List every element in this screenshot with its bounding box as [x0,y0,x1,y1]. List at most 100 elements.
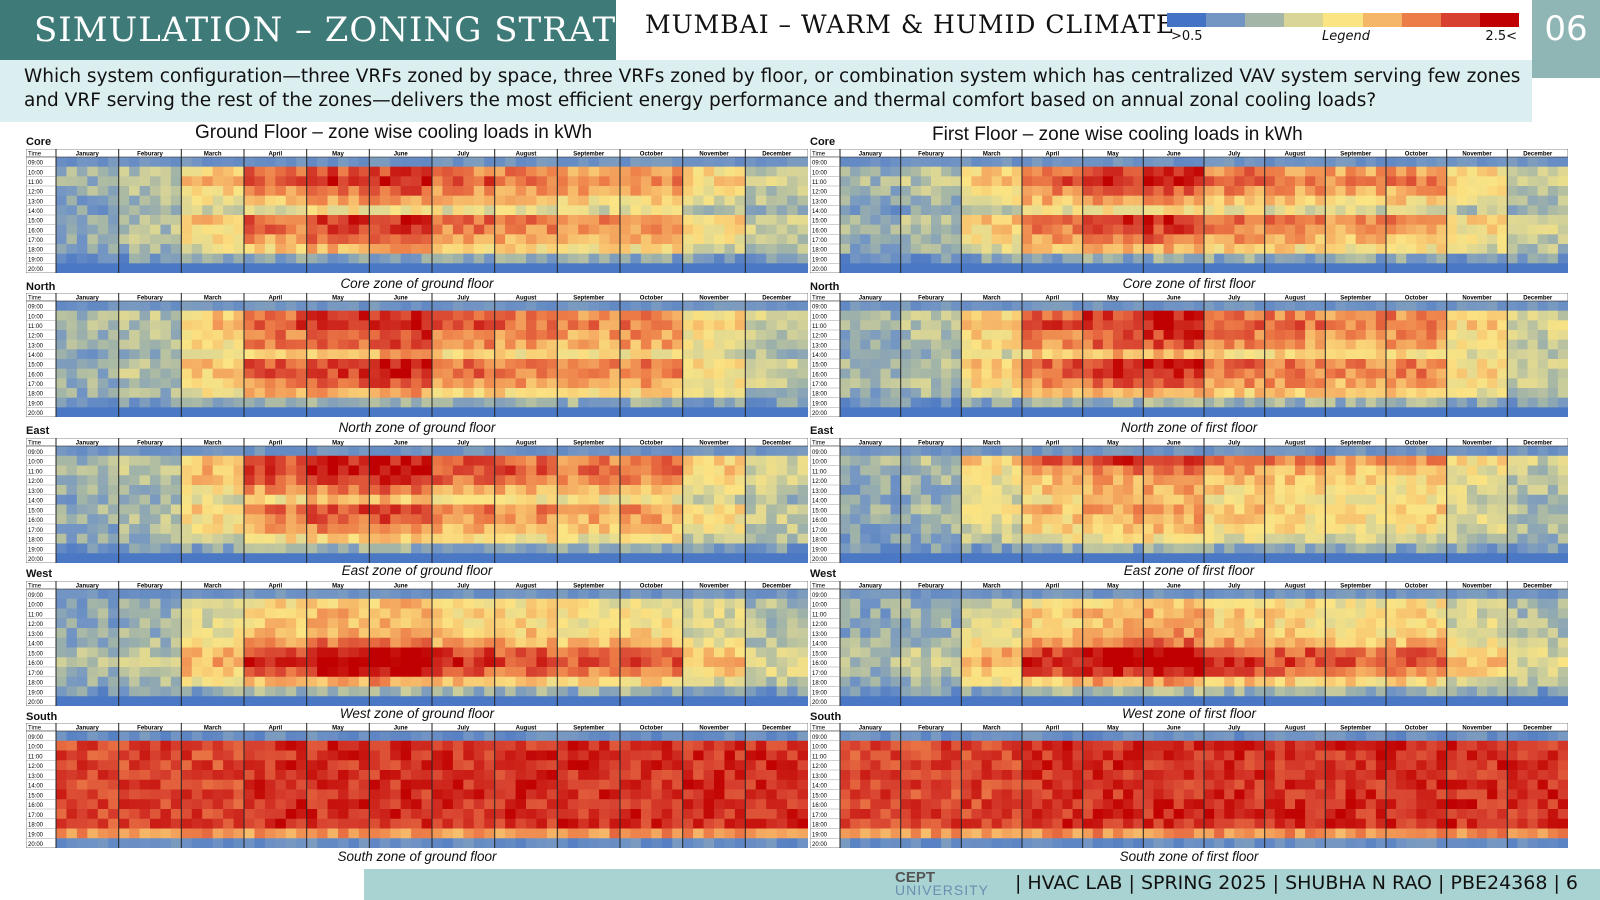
month-label: June [1167,441,1182,447]
month-label: March [204,726,222,732]
hour-label: 10:00 [28,170,44,176]
hour-label: 18:00 [812,248,828,254]
legend-swatch [1323,13,1363,27]
month-label: July [457,726,470,732]
month-label: June [1167,584,1182,590]
month-label: September [1340,152,1372,158]
month-label: June [1167,152,1182,158]
month-label: December [1523,584,1553,590]
zone-caption: South zone of ground floor [337,849,497,864]
hour-label: 13:00 [28,632,44,638]
month-label: September [1340,296,1372,302]
month-label: September [573,584,605,590]
hour-label: 13:00 [812,774,828,780]
hour-label: 14:00 [812,784,828,790]
month-label: January [859,584,883,590]
hour-label: 17:00 [28,528,44,534]
month-label: July [1228,152,1241,158]
hour-label: 12:00 [812,479,828,485]
hour-label: 16:00 [28,518,44,524]
month-label: November [699,726,729,732]
heatmap-cells [56,731,808,848]
hour-label: 11:00 [812,180,827,186]
month-label: January [76,584,100,590]
month-label: August [516,296,537,302]
zone-caption: North zone of ground floor [338,420,496,435]
hour-label: 18:00 [28,538,44,544]
hour-label: 20:00 [28,411,44,417]
zone-heatmap-west: Time January Feburary March April May June July… [26,581,808,706]
zone-heatmap-west: Time January Feburary March April May June July… [810,581,1568,706]
hour-label: 14:00 [812,499,828,505]
hour-label: 11:00 [812,469,827,475]
hour-label: 16:00 [812,518,828,524]
heatmap-cells [56,446,808,563]
month-label: October [1405,584,1429,590]
month-label: September [573,152,605,158]
zone-label: West [26,568,53,580]
hour-label: 09:00 [28,305,44,311]
page-number-badge: 06 [1532,0,1600,78]
zone-heatmap-core: Time January Feburary March April May June July… [810,149,1568,273]
zone-heatmap-south: Time January Feburary March April May June July… [810,723,1568,848]
time-header: Time [812,441,826,447]
research-question: Which system configuration—three VRFs zo… [0,60,1532,122]
hour-label: 20:00 [812,411,828,417]
heatmap-cells [840,589,1568,706]
month-label: August [1285,726,1306,732]
month-label: Feburary [137,584,163,590]
legend-min-label: >0.5 [1171,29,1203,44]
hour-label: 15:00 [812,508,828,514]
month-label: September [1340,441,1372,447]
zone-heatmap-east: Time January Feburary March April May June July… [810,438,1568,563]
hour-label: 17:00 [812,671,828,677]
hour-label: 10:00 [812,314,828,320]
hour-label: 18:00 [28,248,44,254]
hour-label: 20:00 [28,842,44,848]
zone-label: East [810,425,834,437]
hour-label: 14:00 [812,353,828,359]
hour-label: 09:00 [28,161,44,167]
month-label: October [1405,296,1429,302]
hour-label: 19:00 [28,547,44,553]
hour-label: 20:00 [812,267,828,273]
color-legend: >0.5 Legend 2.5< [1167,13,1519,45]
month-label: December [762,152,792,158]
month-label: March [983,296,1001,302]
hour-label: 18:00 [812,538,828,544]
hour-label: 09:00 [28,593,44,599]
hour-label: 15:00 [28,508,44,514]
hour-label: 20:00 [812,842,828,848]
hour-label: 16:00 [812,372,828,378]
ground-floor-title: Ground Floor – zone wise cooling loads i… [195,122,593,143]
zone-label: East [26,425,50,437]
month-label: Feburary [918,152,944,158]
hour-label: 15:00 [28,651,44,657]
month-label: April [268,726,282,732]
month-label: November [1462,584,1492,590]
hour-label: 17:00 [812,238,828,244]
hour-label: 19:00 [28,257,44,263]
month-label: April [268,152,282,158]
month-label: November [699,152,729,158]
hour-label: 12:00 [28,190,44,196]
month-label: August [1285,441,1306,447]
hour-label: 10:00 [28,603,44,609]
hour-label: 18:00 [812,823,828,829]
hour-label: 17:00 [812,382,828,388]
month-label: March [204,441,222,447]
hour-label: 12:00 [28,479,44,485]
time-header: Time [812,726,826,732]
month-label: April [268,584,282,590]
month-label: January [859,726,883,732]
month-label: November [1462,296,1492,302]
hour-label: 16:00 [28,661,44,667]
hour-label: 13:00 [28,343,44,349]
month-label: October [1405,726,1429,732]
month-label: January [76,152,100,158]
time-header: Time [812,152,826,158]
legend-swatch [1206,13,1246,27]
hour-label: 11:00 [28,324,43,330]
month-label: Feburary [137,441,163,447]
hour-label: 12:00 [812,764,828,770]
